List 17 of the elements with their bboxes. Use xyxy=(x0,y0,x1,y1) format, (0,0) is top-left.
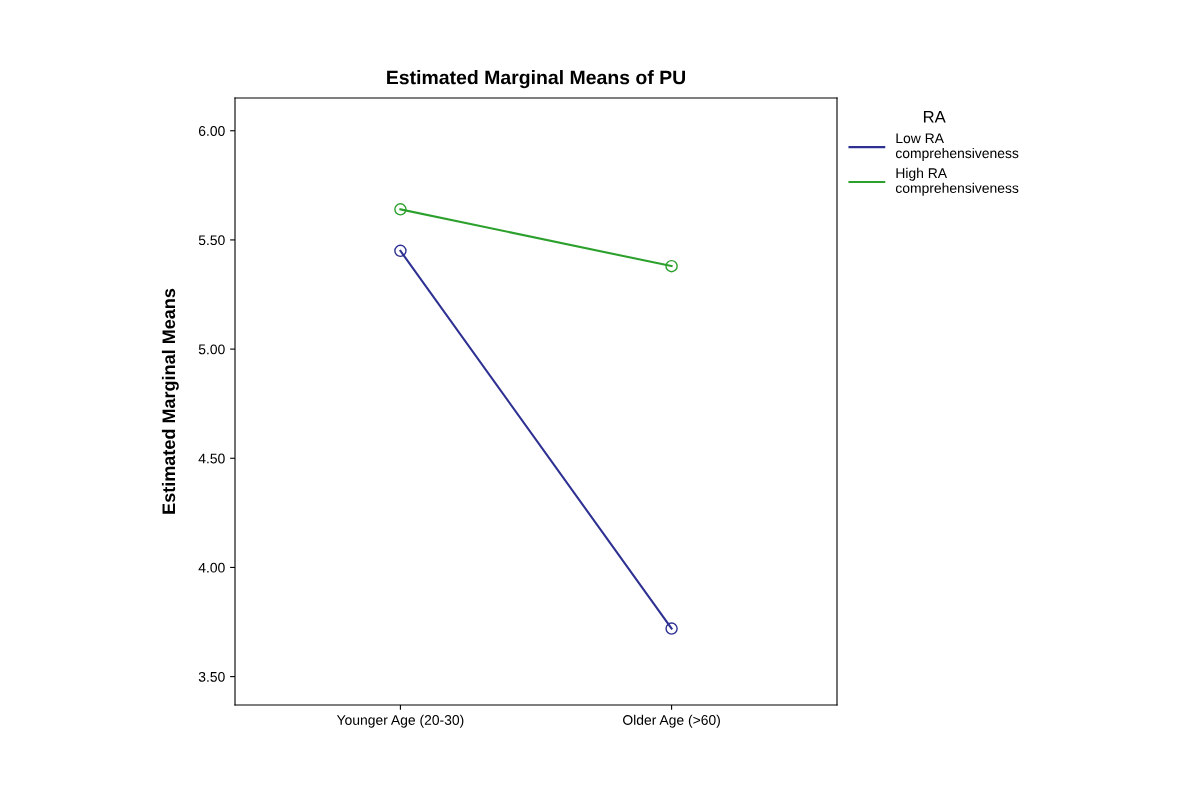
chart-title: Estimated Marginal Means of PU xyxy=(387,70,686,89)
y-tick-label: 3.50 xyxy=(198,671,225,682)
y-tick-label: 4.00 xyxy=(198,562,225,573)
legend-title: RA xyxy=(923,111,946,123)
y-axis-title: Estimated Marginal Means xyxy=(161,288,179,514)
y-tick-label: 4.50 xyxy=(198,453,225,464)
y-tick-label: 5.00 xyxy=(198,344,225,355)
x-tick-label: Younger Age (20-30) xyxy=(336,714,464,728)
x-tick-label: Older Age (>60) xyxy=(623,714,720,728)
point xyxy=(665,259,678,273)
y-tick-label: 6.00 xyxy=(198,126,225,136)
point xyxy=(394,244,407,258)
point xyxy=(665,622,678,635)
legend-label: High RA comprehensiveness xyxy=(895,167,1019,196)
point xyxy=(394,203,407,216)
y-tick-label: 5.50 xyxy=(198,235,225,246)
legend-label: Low RA comprehensiveness xyxy=(895,133,1019,161)
